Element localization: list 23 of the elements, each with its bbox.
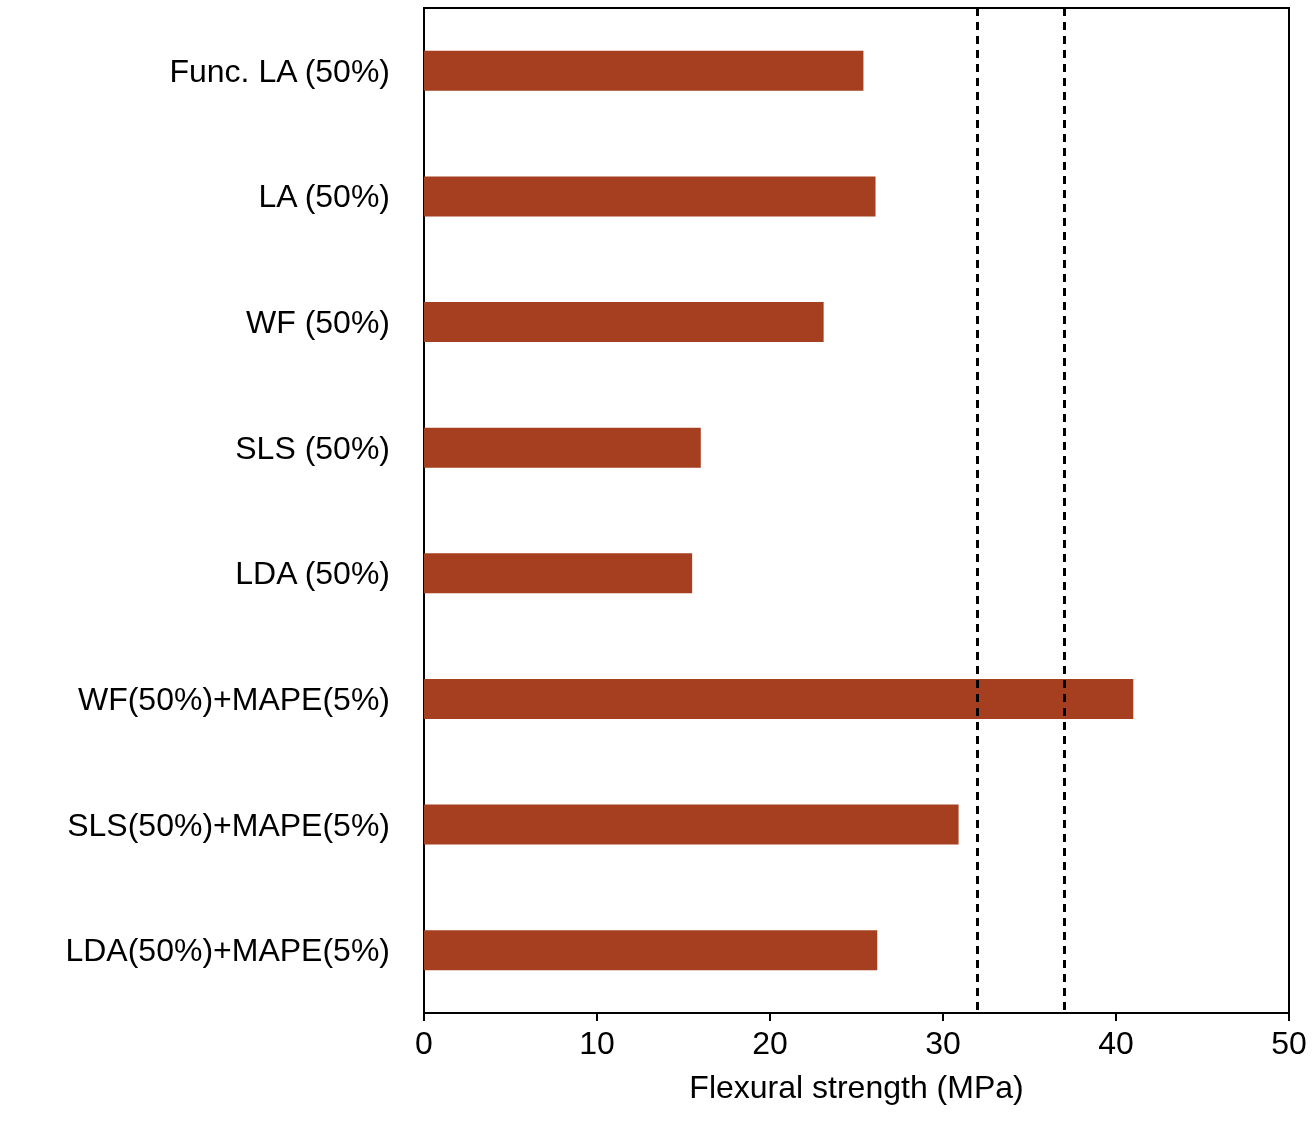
y-tick-label: LA (50%) bbox=[258, 178, 390, 215]
x-tick-label: 0 bbox=[415, 1025, 433, 1061]
bar bbox=[424, 553, 693, 594]
bar bbox=[424, 302, 824, 343]
y-tick-label: LDA(50%)+MAPE(5%) bbox=[65, 932, 390, 969]
bar bbox=[424, 50, 864, 91]
y-tick-label: WF(50%)+MAPE(5%) bbox=[77, 680, 390, 717]
y-tick-label: SLS (50%) bbox=[235, 429, 390, 466]
bar bbox=[424, 678, 1134, 719]
x-tick-label: 10 bbox=[579, 1025, 615, 1061]
x-tick-label: 50 bbox=[1271, 1025, 1307, 1061]
bar bbox=[424, 804, 959, 845]
bar bbox=[424, 427, 701, 468]
bar bbox=[424, 930, 878, 971]
x-tick-label: 40 bbox=[1098, 1025, 1134, 1061]
y-tick-label: Func. LA (50%) bbox=[169, 52, 390, 89]
x-tick-label: 20 bbox=[752, 1025, 788, 1061]
bar bbox=[424, 176, 876, 217]
x-tick-label: 30 bbox=[925, 1025, 961, 1061]
y-tick-label: WF (50%) bbox=[246, 304, 390, 341]
y-tick-label: SLS(50%)+MAPE(5%) bbox=[67, 806, 390, 843]
x-axis-title: Flexural strength (MPa) bbox=[689, 1069, 1024, 1105]
y-tick-label: LDA (50%) bbox=[235, 555, 390, 592]
